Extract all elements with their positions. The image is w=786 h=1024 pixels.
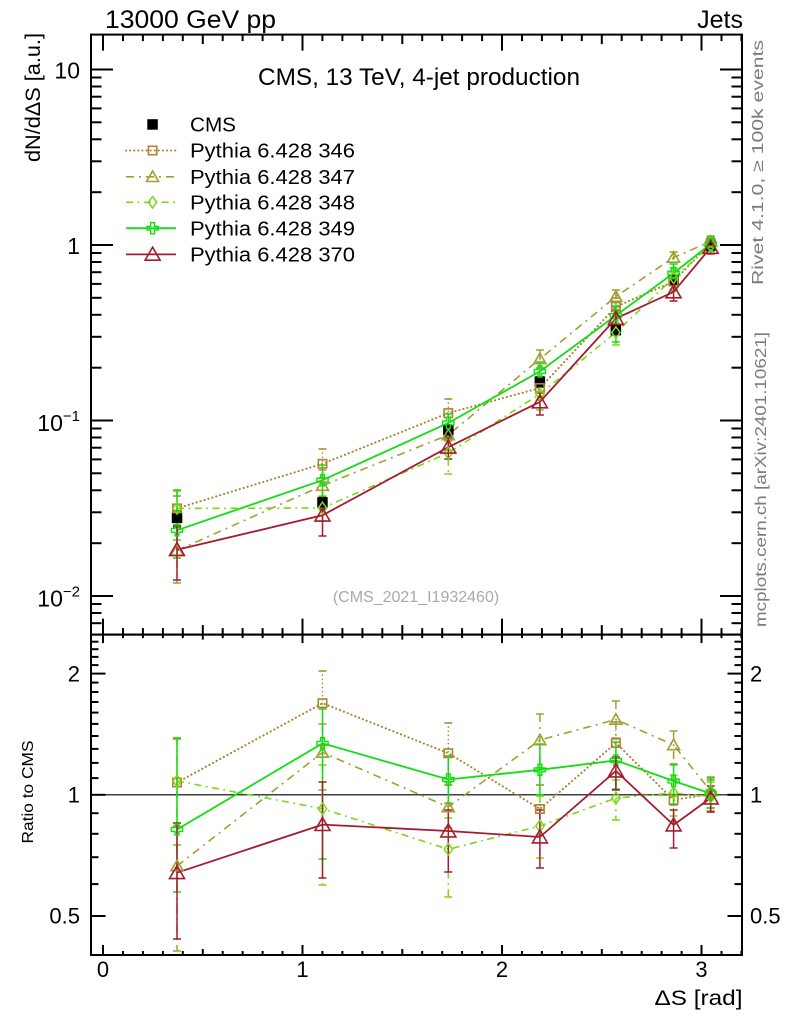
svg-text:Rivet 4.1.0, ≥ 100k events: Rivet 4.1.0, ≥ 100k events [750, 40, 767, 285]
svg-text:Pythia 6.428 349: Pythia 6.428 349 [190, 218, 355, 240]
svg-text:0.5: 0.5 [49, 904, 80, 929]
svg-text:1: 1 [68, 783, 80, 808]
svg-text:ΔS [rad]: ΔS [rad] [655, 986, 743, 1010]
svg-text:2: 2 [496, 957, 508, 982]
svg-text:CMS: CMS [190, 115, 236, 137]
svg-text:mcplots.cern.ch [arXiv:2401.10: mcplots.cern.ch [arXiv:2401.10621] [753, 332, 770, 627]
svg-text:2: 2 [750, 661, 762, 686]
svg-text:1: 1 [296, 957, 308, 982]
svg-text:Jets: Jets [697, 6, 743, 34]
svg-text:1: 1 [750, 783, 762, 808]
svg-text:10: 10 [54, 58, 80, 84]
svg-text:Pythia 6.428 370: Pythia 6.428 370 [190, 245, 355, 267]
svg-text:3: 3 [695, 957, 707, 982]
svg-text:0.5: 0.5 [750, 904, 781, 929]
svg-text:1: 1 [67, 233, 80, 259]
svg-text:13000 GeV pp: 13000 GeV pp [105, 6, 276, 34]
svg-text:Pythia 6.428 346: Pythia 6.428 346 [190, 141, 355, 163]
svg-text:CMS, 13 TeV, 4-jet production: CMS, 13 TeV, 4-jet production [258, 64, 580, 91]
svg-text:0: 0 [97, 957, 109, 982]
svg-text:Ratio to CMS: Ratio to CMS [20, 741, 37, 844]
svg-text:Pythia 6.428 347: Pythia 6.428 347 [190, 167, 355, 189]
svg-text:dN/dΔS [a.u.]: dN/dΔS [a.u.] [22, 33, 45, 162]
svg-text:(CMS_2021_I1932460): (CMS_2021_I1932460) [333, 589, 499, 606]
svg-text:2: 2 [68, 661, 80, 686]
svg-text:Pythia 6.428 348: Pythia 6.428 348 [190, 193, 355, 215]
